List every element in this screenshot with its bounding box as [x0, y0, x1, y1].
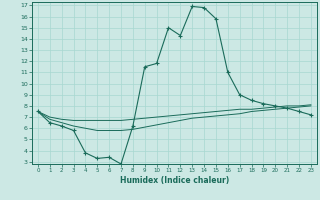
X-axis label: Humidex (Indice chaleur): Humidex (Indice chaleur) — [120, 176, 229, 185]
